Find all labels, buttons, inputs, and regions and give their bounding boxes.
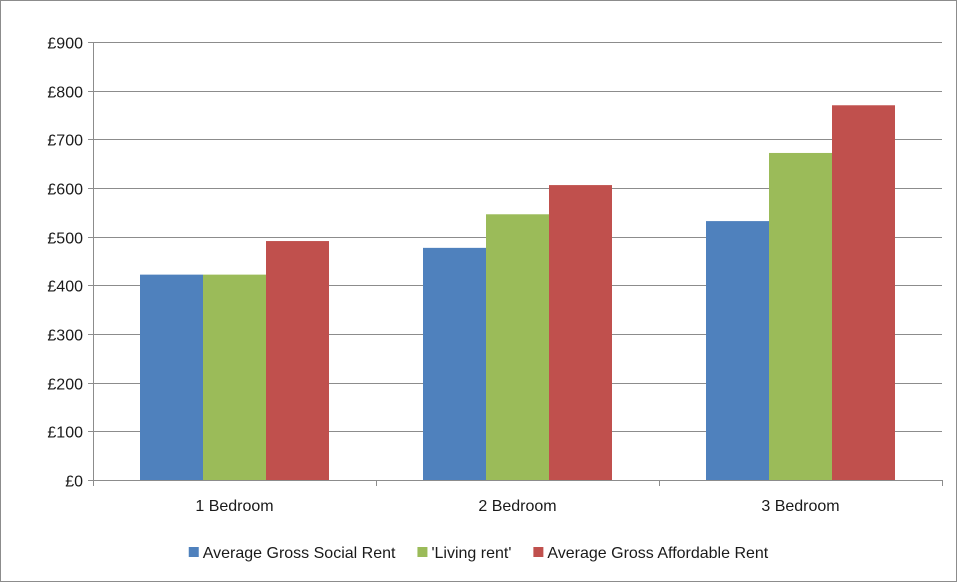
legend-swatch [533,547,544,557]
y-tick-label: £600 [47,182,83,199]
y-tick-label: £200 [47,377,83,394]
y-tick-label: £800 [47,85,83,102]
bar [423,247,486,480]
y-axis-tick-labels: £0 £100 £200 £300 £400 £500 £600 £700 £800 £900 [47,36,93,491]
bar [832,105,895,481]
bar [140,274,203,480]
bar [549,185,612,480]
legend-item: Average Gross Social Rent [188,545,396,562]
x-tick-label: 1 Bedroom [195,498,273,515]
legend: Average Gross Social Rent 'Living rent' Av… [188,545,769,562]
y-tick-label: £300 [47,328,83,345]
x-tick-label: 2 Bedroom [478,498,556,515]
legend-label: Average Gross Affordable Rent [547,545,768,562]
y-tick-label: £500 [47,231,83,248]
legend-swatch [188,547,199,557]
y-tick-label: £0 [65,474,83,491]
y-tick-label: £700 [47,133,83,150]
bar [203,274,266,480]
bar [706,221,769,481]
bar [486,214,549,480]
axes [93,42,942,481]
legend-label: Average Gross Social Rent [203,545,396,562]
y-tick-label: £900 [47,36,83,53]
y-tick-label: £100 [47,425,83,442]
bar [769,152,832,480]
legend-item: 'Living rent' [417,545,511,562]
bars [140,105,895,481]
x-tick-label: 3 Bedroom [761,498,839,515]
x-axis-tick-labels: 1 Bedroom 2 Bedroom 3 Bedroom [93,480,943,515]
legend-item: Average Gross Affordable Rent [533,545,769,562]
legend-swatch [417,547,428,557]
y-tick-label: £400 [47,279,83,296]
legend-label: 'Living rent' [431,545,511,562]
bar [266,241,329,480]
